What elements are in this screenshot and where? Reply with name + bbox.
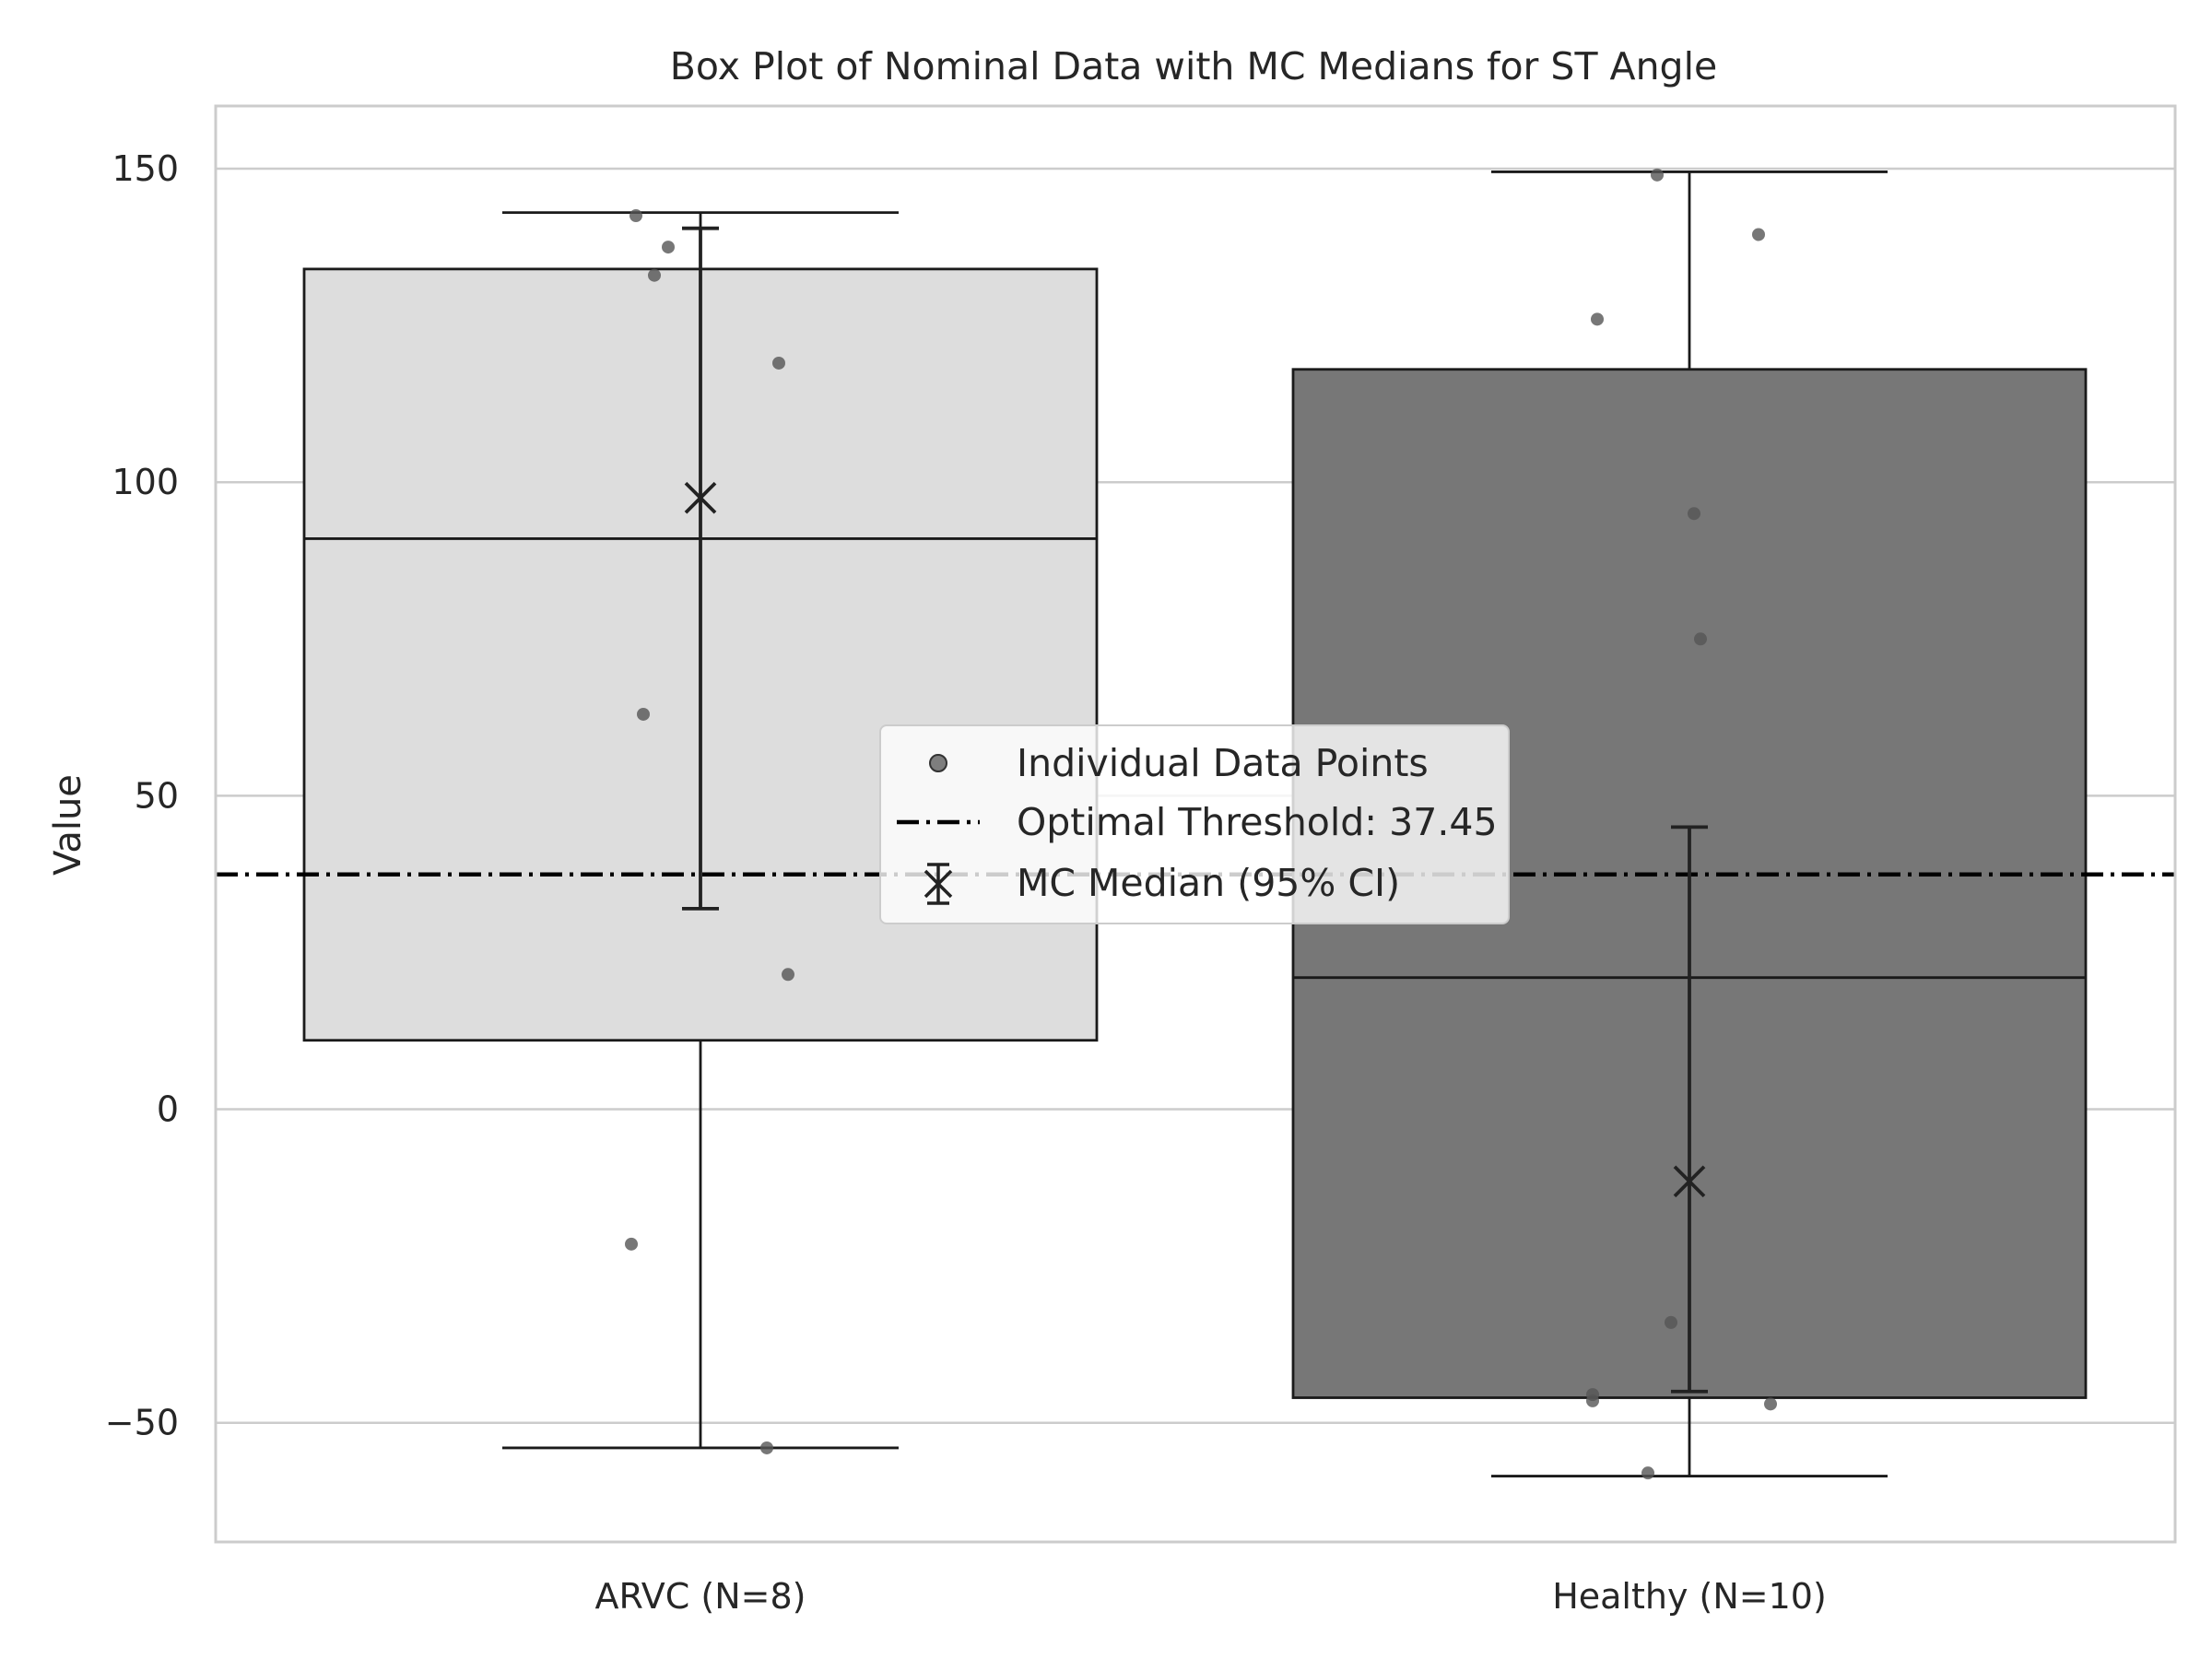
y-tick-label: 50 [135,775,179,816]
x-tick-label: Healthy (N=10) [1552,1576,1827,1617]
legend-label-mc-median: MC Median (95% CI) [1017,861,1400,905]
legend-label-threshold: Optimal Threshold: 37.45 [1017,800,1498,844]
data-point [1651,168,1664,182]
data-point [629,209,642,223]
y-axis-label: Value [47,774,89,876]
data-point [1586,1394,1599,1407]
y-tick-label: 100 [112,462,179,502]
data-point [1694,632,1707,646]
mc-median-marker [1673,1165,1706,1198]
data-point [1764,1397,1777,1411]
data-point [1752,228,1765,241]
legend-frame [879,724,1510,924]
data-point [662,241,675,254]
point-layer [625,168,1777,1480]
data-point [1665,1315,1677,1329]
data-point [1641,1466,1654,1480]
legend-mc-marker [924,863,953,905]
legend: Individual Data Points Optimal Threshold… [879,724,1510,924]
data-point [637,707,650,721]
legend-point-marker [929,754,947,772]
y-tick-label: −50 [105,1403,179,1443]
y-tick-label: 150 [112,148,179,189]
plot-frame [214,104,2177,1544]
y-tick-label: 0 [157,1089,179,1130]
data-point [625,1237,638,1251]
data-point [1688,507,1700,521]
x-tick-label: ARVC (N=8) [594,1576,806,1617]
tick-layer: −50 0 50 100 150 ARVC (N=8) Healthy (N=10) [105,148,1827,1617]
data-point [760,1441,773,1454]
data-point [772,356,785,370]
data-point [1591,312,1604,326]
data-point [782,968,794,982]
data-point [648,268,661,282]
mc-layer [682,226,1708,1394]
legend-label-points: Individual Data Points [1017,741,1429,785]
chart-title: Box Plot of Nominal Data with MC Medians… [670,44,1717,88]
mc-median-marker [684,481,717,514]
